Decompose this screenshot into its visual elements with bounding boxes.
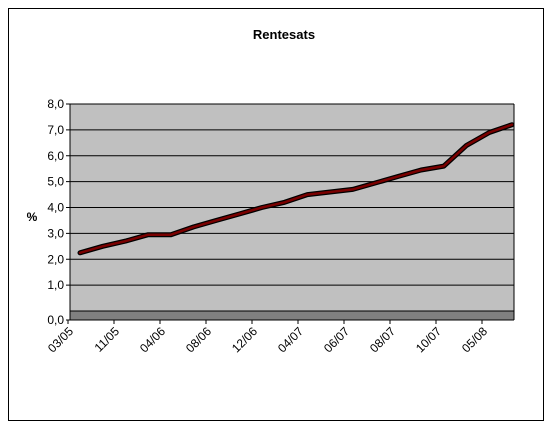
y-tick-label: 5,0: [47, 175, 64, 189]
data-point: [329, 191, 331, 193]
y-tick-label: 3,0: [47, 226, 64, 240]
data-point: [79, 251, 81, 254]
y-tick-label: 6,0: [47, 149, 64, 163]
plot-floor: [70, 311, 514, 320]
data-point: [420, 169, 422, 171]
data-point: [442, 165, 445, 167]
data-point: [147, 233, 150, 236]
data-point: [465, 144, 468, 147]
data-point: [170, 233, 172, 236]
data-point: [397, 175, 400, 178]
plot-area: 0,01,02,03,04,05,06,07,08,003/05 11/05 04/…: [45, 97, 515, 355]
data-point: [101, 245, 104, 248]
series-line: [78, 123, 514, 255]
y-tick-label: 2,0: [47, 252, 64, 266]
y-tick-label: 7,0: [47, 123, 64, 137]
data-point: [215, 219, 218, 222]
data-point: [124, 240, 127, 242]
y-tick-label: 1,0: [47, 278, 64, 292]
data-point: [511, 123, 513, 126]
y-tick-label: 4,0: [47, 201, 64, 215]
data-point: [261, 206, 263, 209]
y-axis-label: %: [27, 210, 38, 224]
data-point: [374, 182, 377, 184]
data-point: [283, 201, 286, 204]
data-point: [192, 226, 195, 228]
data-point: [238, 213, 240, 215]
y-tick-label: 8,0: [47, 97, 64, 111]
y-tick-label: 0,0: [47, 313, 64, 327]
chart-title: Rentesats: [253, 27, 315, 42]
data-point: [306, 193, 309, 196]
data-point: [488, 131, 491, 134]
data-point: [352, 188, 354, 191]
